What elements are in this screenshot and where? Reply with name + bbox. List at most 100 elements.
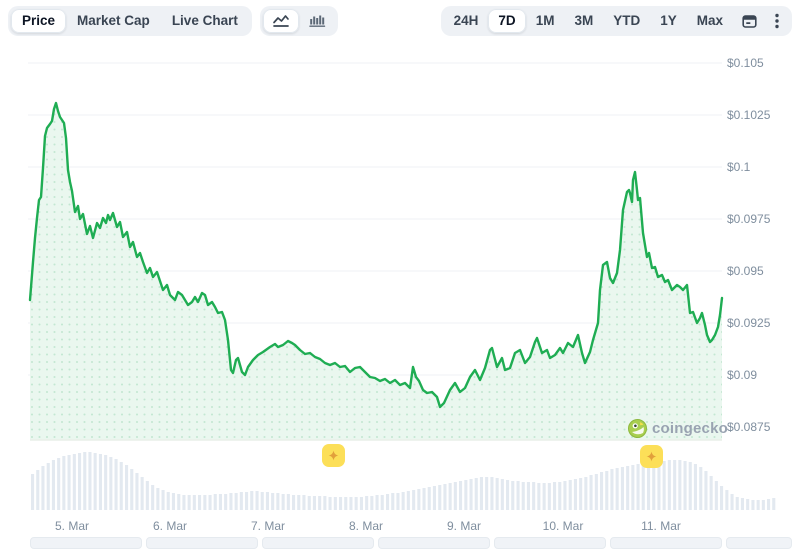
- volume-bar: [333, 497, 337, 510]
- view-tab-market-cap[interactable]: Market Cap: [66, 9, 161, 33]
- volume-bar: [140, 477, 144, 510]
- volume-bar: [380, 495, 384, 510]
- price-line: [28, 101, 724, 409]
- y-axis-label: $0.09: [727, 368, 758, 382]
- bar-chart-type-button[interactable]: [299, 9, 335, 33]
- volume-bar: [312, 496, 316, 510]
- volume-bar: [135, 473, 139, 510]
- bottom-table-row: [0, 537, 800, 549]
- bottom-table-cell: [494, 537, 606, 549]
- bottom-table-cell: [726, 537, 792, 549]
- volume-bar: [182, 495, 186, 510]
- volume-bar: [88, 452, 92, 510]
- y-axis-label: $0.1025: [727, 108, 771, 122]
- sparkle-event-marker[interactable]: [639, 444, 663, 468]
- range-tab-3m[interactable]: 3M: [564, 9, 603, 33]
- volume-bar: [469, 479, 473, 510]
- volume-bar: [72, 454, 76, 510]
- volume-bar: [610, 469, 614, 510]
- bottom-table-cell: [146, 537, 258, 549]
- volume-bar: [511, 481, 515, 510]
- volume-bar: [709, 476, 713, 510]
- volume-bar: [218, 494, 222, 510]
- volume-bar: [662, 461, 666, 510]
- volume-bar: [208, 495, 212, 510]
- volume-bar: [573, 479, 577, 510]
- volume-bar: [667, 460, 671, 510]
- watermark-text: coingecko: [652, 420, 728, 437]
- volume-bar: [344, 497, 348, 510]
- volume-bar: [693, 464, 697, 510]
- volume-bar: [339, 497, 343, 510]
- volume-bar: [250, 491, 254, 510]
- volume-bar: [432, 486, 436, 510]
- volume-bar: [396, 493, 400, 510]
- range-tab-1y[interactable]: 1Y: [650, 9, 687, 33]
- volume-bar: [359, 497, 363, 510]
- volume-bar: [761, 500, 765, 510]
- volume-bar: [41, 466, 45, 510]
- volume-bar: [683, 461, 687, 510]
- volume-bar: [203, 495, 207, 510]
- volume-bar: [438, 485, 442, 510]
- volume-bar: [500, 479, 504, 510]
- range-tab-24h[interactable]: 24H: [444, 9, 489, 33]
- coingecko-watermark: coingecko: [628, 419, 728, 438]
- price-line-chart[interactable]: [0, 36, 800, 542]
- range-tab-ytd[interactable]: YTD: [603, 9, 650, 33]
- volume-bar: [281, 494, 285, 510]
- volume-bar: [626, 466, 630, 510]
- volume-bar: [354, 497, 358, 510]
- volume-bar: [260, 492, 264, 510]
- range-tab-max[interactable]: Max: [687, 9, 733, 33]
- view-tab-live-chart[interactable]: Live Chart: [161, 9, 249, 33]
- volume-bar: [297, 495, 301, 510]
- volume-bar: [93, 453, 97, 510]
- volume-bar: [234, 493, 238, 510]
- volume-bar: [57, 458, 61, 510]
- x-axis-label: 8. Mar: [348, 519, 383, 533]
- sparkle-event-marker[interactable]: [321, 443, 345, 467]
- volume-bar: [349, 497, 353, 510]
- volume-bar: [464, 480, 468, 510]
- volume-bar: [406, 491, 410, 510]
- volume-bar: [156, 488, 160, 510]
- more-options-button[interactable]: [765, 9, 789, 33]
- volume-bar: [119, 462, 123, 510]
- volume-bar: [375, 495, 379, 510]
- volume-bar: [370, 496, 374, 510]
- coingecko-logo-icon: [628, 419, 647, 438]
- volume-bar: [224, 494, 228, 510]
- volume-bar: [98, 454, 102, 510]
- volume-bar: [265, 492, 269, 510]
- line-chart-type-button[interactable]: [262, 9, 299, 33]
- y-axis-label: $0.105: [727, 56, 764, 70]
- calendar-button[interactable]: [733, 9, 765, 33]
- volume-bar: [443, 484, 447, 510]
- volume-bar: [542, 483, 546, 510]
- range-tab-1m[interactable]: 1M: [526, 9, 565, 33]
- line-chart-icon: [272, 15, 289, 27]
- volume-bar: [239, 492, 243, 510]
- range-switcher: 24H 7D 1M 3M YTD 1Y Max: [440, 6, 792, 36]
- volume-bar: [584, 477, 588, 510]
- range-tab-7d[interactable]: 7D: [488, 9, 526, 33]
- volume-bar: [276, 493, 280, 510]
- volume-bar: [526, 482, 530, 510]
- x-axis-label: 6. Mar: [152, 519, 187, 533]
- volume-bar: [145, 481, 149, 510]
- volume-bar: [171, 493, 175, 510]
- volume-bar: [161, 490, 165, 510]
- volume-bar: [459, 481, 463, 510]
- volume-bar: [589, 475, 593, 510]
- volume-bar: [109, 457, 113, 510]
- volume-bar: [521, 482, 525, 510]
- volume-bar: [641, 463, 645, 510]
- volume-bar: [553, 482, 557, 510]
- view-tab-price[interactable]: Price: [11, 9, 67, 33]
- volume-bar: [427, 487, 431, 510]
- volume-bar: [412, 490, 416, 510]
- volume-bar: [422, 488, 426, 510]
- volume-bar: [198, 495, 202, 510]
- x-axis-label: 5. Mar: [54, 519, 89, 533]
